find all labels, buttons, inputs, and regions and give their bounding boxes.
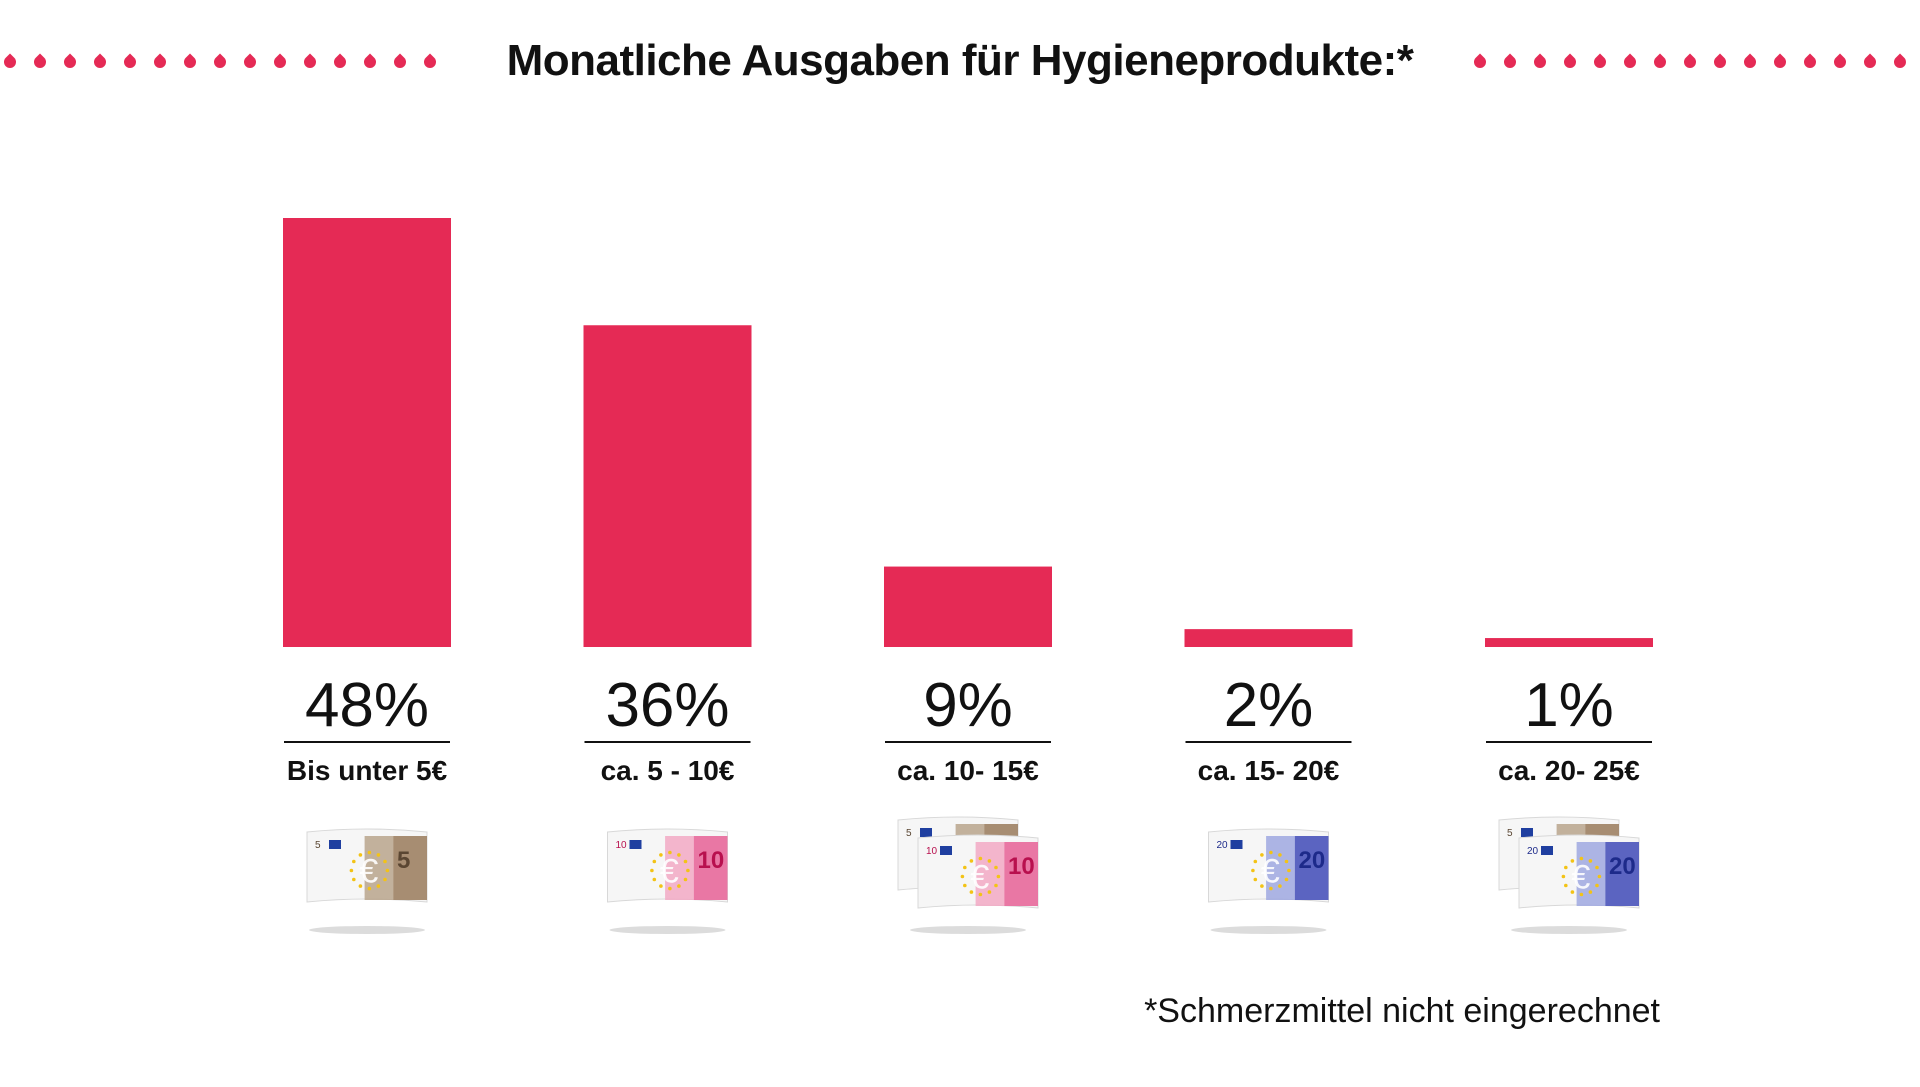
banknote-20-icon: €20 20 — [1208, 828, 1329, 934]
category-label: ca. 20- 25€ — [1498, 755, 1640, 786]
data-label: 9% — [923, 671, 1013, 740]
chart-header: Monatliche Ausgaben für Hygieneprodukte:… — [0, 30, 1920, 100]
banknote-5-icon: €5 5 — [306, 828, 428, 934]
svg-text:20: 20 — [1217, 840, 1229, 851]
category-label: ca. 15- 20€ — [1198, 755, 1340, 786]
data-label: 1% — [1524, 671, 1614, 740]
svg-text:€: € — [1571, 859, 1590, 897]
svg-text:€: € — [359, 853, 378, 891]
svg-text:5: 5 — [906, 828, 912, 839]
svg-text:€: € — [660, 853, 679, 891]
svg-text:€: € — [1261, 853, 1280, 891]
svg-text:10: 10 — [616, 840, 628, 851]
svg-text:20: 20 — [1609, 853, 1636, 880]
svg-text:€: € — [970, 859, 989, 897]
svg-text:10: 10 — [926, 846, 938, 857]
category-label: ca. 10- 15€ — [897, 755, 1039, 786]
bar — [884, 566, 1052, 647]
svg-text:5: 5 — [315, 840, 321, 851]
svg-text:10: 10 — [698, 847, 725, 874]
footnote: *Schmerzmittel nicht eingerechnet — [1144, 992, 1660, 1030]
chart-title: Monatliche Ausgaben für Hygieneprodukte:… — [506, 36, 1414, 85]
category-label: Bis unter 5€ — [287, 755, 448, 786]
bar — [583, 325, 752, 647]
data-label: 48% — [305, 671, 429, 740]
data-label: 36% — [605, 671, 729, 740]
svg-text:10: 10 — [1008, 853, 1035, 880]
bar — [283, 218, 451, 647]
bar — [1184, 629, 1353, 647]
svg-text:5: 5 — [397, 847, 410, 874]
svg-text:5: 5 — [1507, 828, 1513, 839]
category-label: ca. 5 - 10€ — [601, 755, 735, 786]
svg-text:20: 20 — [1527, 846, 1539, 857]
banknote-10-icon: €10 10 — [607, 828, 728, 934]
data-label: 2% — [1224, 671, 1314, 740]
bar — [1485, 638, 1653, 647]
svg-text:20: 20 — [1299, 847, 1326, 874]
